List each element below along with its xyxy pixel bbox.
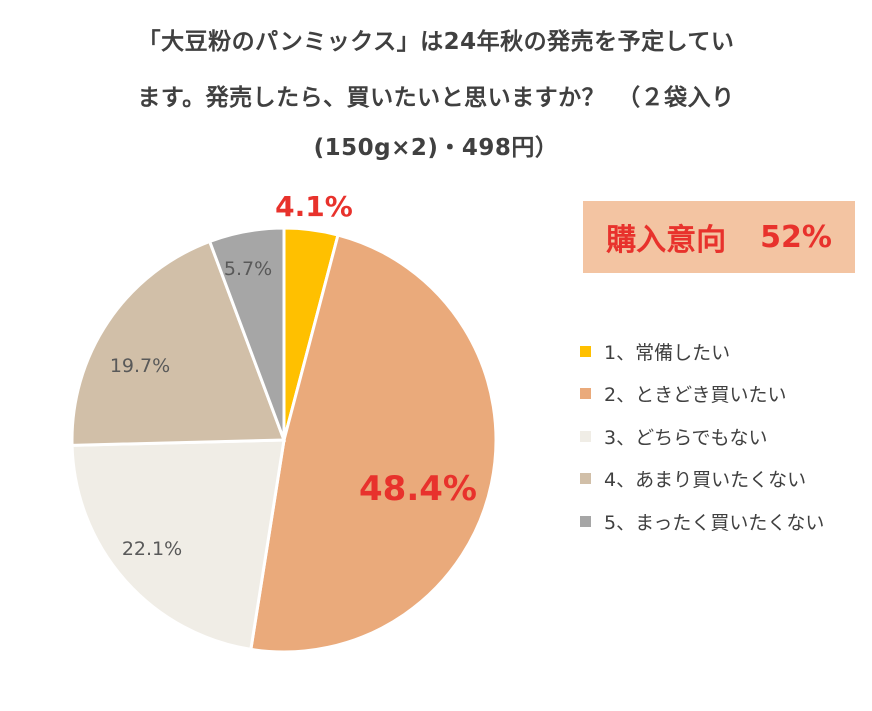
- legend-swatch: [580, 345, 591, 357]
- pie-slice-3: [70, 438, 286, 652]
- chart-title-line-3: (150g×2)・498円）: [313, 135, 559, 161]
- legend-item-1: 1、常備したい: [580, 339, 731, 364]
- pie-slice-label-3: 22.1%: [122, 538, 182, 560]
- pie-slice-5: [207, 226, 286, 441]
- legend-item-2: 2、ときどき買いたい: [580, 382, 787, 406]
- legend-label: 2、ときどき買いたい: [604, 384, 787, 406]
- legend-label: 3、どちらでもない: [604, 426, 768, 449]
- pie-slice-2: [249, 233, 498, 654]
- legend-swatch: [580, 515, 591, 527]
- legend-label: 1、常備したい: [604, 341, 731, 364]
- purchase-intent-badge: 購入意向 52%: [583, 201, 855, 273]
- chart-title-line-1: 「大豆粉のパンミックス」は24年秋の発売を予定してい: [137, 29, 735, 55]
- legend-swatch: [580, 473, 591, 484]
- chart-title-line-2: ます。発売したら、買いたいと思いますか？ （２袋入り: [137, 85, 735, 111]
- legend-item-5: 5、まったく買いたくない: [580, 509, 825, 534]
- purchase-intent-value: 52%: [760, 219, 832, 255]
- pie-slice-label-2: 48.4%: [359, 469, 477, 509]
- pie-slice-4: [70, 239, 287, 447]
- purchase-intent-label: 購入意向: [606, 223, 727, 258]
- pie-slice-label-5: 5.7%: [224, 258, 272, 280]
- pie-slice-label-1: 4.1%: [275, 190, 353, 223]
- legend-item-4: 4、あまり買いたくない: [580, 467, 806, 491]
- legend-swatch: [580, 388, 591, 399]
- legend-item-3: 3、どちらでもない: [580, 424, 768, 449]
- legend-swatch: [580, 430, 591, 442]
- legend-label: 5、まったく買いたくない: [604, 511, 825, 534]
- pie-slice-label-4: 19.7%: [110, 355, 170, 377]
- legend-label: 4、あまり買いたくない: [604, 469, 807, 491]
